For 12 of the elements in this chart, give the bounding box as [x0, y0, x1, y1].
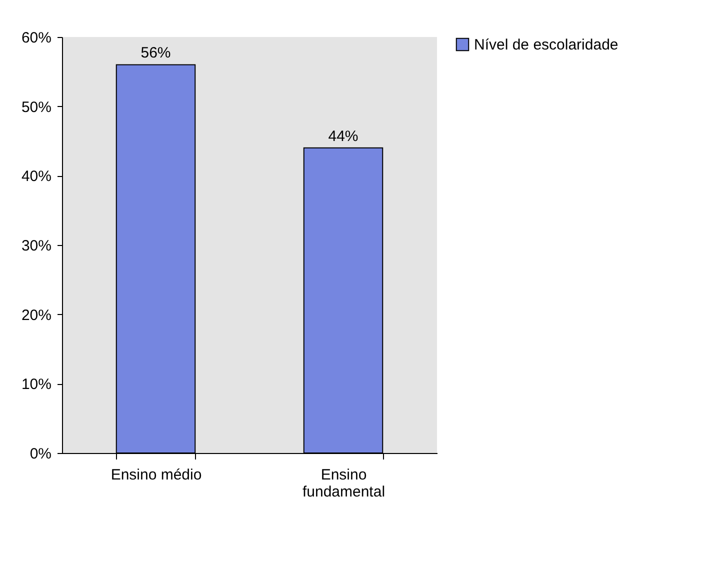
y-tick-label: 60%: [21, 30, 52, 46]
y-tick-label: 40%: [21, 168, 52, 186]
y-tick-label: 30%: [21, 238, 52, 254]
y-tick-label: 0%: [30, 446, 52, 462]
data-label: 56%: [140, 44, 171, 62]
legend-label: Nível de escolaridade: [474, 36, 618, 54]
data-label: 44%: [328, 128, 358, 145]
x-tick-label: Ensino médio: [110, 466, 202, 484]
y-tick-label: 20%: [21, 306, 52, 324]
y-tick-label: 10%: [21, 376, 52, 394]
x-tick-label: Ensino fundamental: [302, 466, 386, 500]
y-tick-label: 50%: [21, 98, 52, 116]
